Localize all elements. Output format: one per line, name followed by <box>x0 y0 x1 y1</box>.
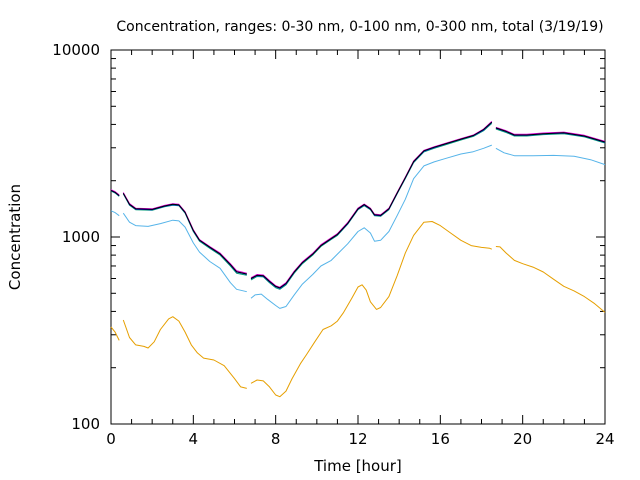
x-tick-label: 24 <box>595 430 614 448</box>
series-line <box>250 123 493 290</box>
y-tick-label: 10000 <box>52 41 100 59</box>
series-line <box>495 126 606 142</box>
series-line <box>495 127 606 143</box>
x-tick-label: 0 <box>106 430 116 448</box>
series-line <box>122 212 247 293</box>
y-axis-label: Concentration <box>6 184 24 290</box>
series-line <box>250 144 492 309</box>
x-tick-label: 4 <box>189 430 199 448</box>
chart-title: Concentration, ranges: 0-30 nm, 0-100 nm… <box>116 19 603 35</box>
y-tick-label: 1000 <box>62 228 100 246</box>
x-tick-label: 20 <box>513 430 532 448</box>
x-tick-label: 8 <box>271 430 281 448</box>
series-6 <box>110 121 606 289</box>
series-line <box>495 246 606 313</box>
series-line <box>110 189 120 196</box>
series-line <box>495 147 606 166</box>
x-tick-label: 16 <box>431 430 450 448</box>
series-line <box>250 221 492 398</box>
series-lines <box>110 121 606 398</box>
x-axis-label: Time [hour] <box>313 457 402 475</box>
x-tick-label: 12 <box>348 430 367 448</box>
series-3 <box>110 123 606 290</box>
series-line <box>110 189 120 196</box>
series-5 <box>110 121 606 288</box>
series-4 <box>110 122 606 289</box>
series-1 <box>110 221 606 398</box>
plot-frame <box>110 49 606 425</box>
series-2 <box>110 144 606 309</box>
series-line <box>250 122 493 289</box>
axis-tick-labels: 0 4 8 12 16 20 24 100 1000 10000 <box>52 41 614 448</box>
series-line <box>110 326 120 341</box>
axis-ticks <box>110 49 606 425</box>
y-tick-label: 100 <box>71 415 100 433</box>
series-line <box>122 316 247 389</box>
series-line <box>122 192 247 274</box>
series-line <box>122 192 247 275</box>
series-line <box>110 210 120 217</box>
series-line <box>250 121 493 288</box>
series-line <box>495 128 606 144</box>
series-line <box>250 121 493 289</box>
